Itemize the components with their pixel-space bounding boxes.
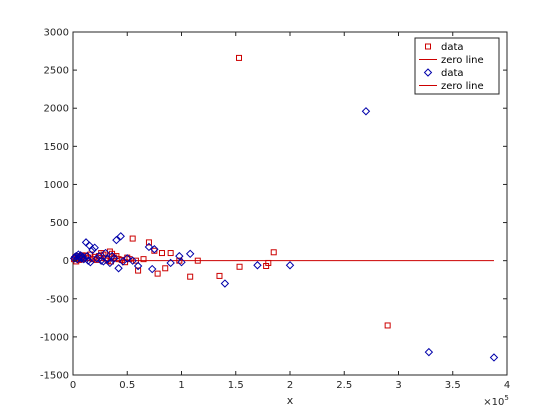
data-point	[145, 239, 152, 246]
data-point	[105, 258, 115, 268]
x-tick-label: 1.5	[228, 380, 244, 391]
data-point	[253, 261, 262, 270]
x-axis-label: x	[287, 394, 294, 407]
data-point	[75, 253, 84, 262]
data-point	[147, 264, 157, 274]
data-point	[158, 250, 165, 257]
data-point	[424, 347, 434, 357]
data-point	[216, 272, 223, 279]
data-point	[90, 243, 99, 252]
data-point	[140, 256, 147, 263]
data-point	[114, 264, 123, 273]
data-point	[78, 252, 87, 262]
y-tick-label: -500	[46, 294, 69, 305]
data-point	[236, 54, 243, 61]
data-point	[123, 254, 132, 263]
data-point	[285, 261, 295, 270]
data-point	[82, 251, 92, 261]
y-tick-label: 1500	[44, 142, 69, 153]
data-point	[88, 245, 97, 255]
x-tick-label: 2	[287, 380, 293, 391]
data-point	[154, 270, 161, 277]
data-point	[116, 232, 125, 241]
x-tick-label: 4	[504, 380, 510, 391]
data-point	[489, 353, 499, 362]
legend: data zero line data zero line	[414, 37, 500, 95]
data-point	[97, 256, 106, 265]
x-axis-exponent-base: ×10	[483, 397, 504, 408]
data-point	[92, 254, 102, 263]
data-point	[220, 279, 230, 288]
legend-label: data	[441, 42, 464, 53]
y-tick-label: 0	[63, 256, 69, 267]
data-point	[177, 257, 186, 267]
data-point	[175, 251, 184, 261]
legend-marker	[423, 68, 433, 77]
y-tick-label: 1000	[44, 180, 69, 191]
data-point	[128, 256, 137, 265]
data-point	[361, 107, 371, 116]
data-point	[112, 235, 121, 245]
data-point	[129, 235, 136, 242]
data-point	[110, 254, 119, 263]
data-point	[144, 242, 154, 252]
data-point	[167, 250, 174, 257]
data-point	[270, 249, 277, 256]
legend-label: zero line	[441, 55, 484, 66]
axis-ticks	[72, 31, 508, 376]
data-point	[150, 245, 159, 254]
data-point	[236, 263, 243, 270]
legend-label: zero line	[441, 81, 484, 92]
x-tick-label: 3	[395, 380, 401, 391]
legend-marker	[425, 43, 431, 50]
x-tick-label: 1	[178, 380, 184, 391]
data-point	[166, 258, 175, 268]
x-axis-exponent: ×105	[483, 394, 509, 408]
data-point	[265, 259, 272, 266]
data-point	[185, 249, 195, 259]
data-point	[135, 267, 142, 274]
y-tick-label: -1000	[40, 332, 69, 343]
x-tick-label: 2.5	[336, 380, 352, 391]
y-tick-label: 3000	[44, 28, 69, 39]
data-point	[162, 265, 169, 272]
x-tick-label: 0.5	[119, 380, 135, 391]
data-point	[194, 257, 201, 264]
data-point	[85, 241, 94, 250]
data-markers	[69, 54, 499, 362]
y-tick-label: -1500	[40, 371, 69, 382]
y-tick-label: 2500	[44, 66, 69, 77]
legend-box	[414, 37, 500, 95]
data-point	[384, 322, 391, 329]
x-tick-label: 0	[70, 380, 76, 391]
axis-tick-labels: 0 0.5 1 1.5 2 2.5 3 3.5 4 -1500 -1000 -500 0 500 1000 1…	[40, 28, 510, 392]
data-point	[132, 257, 139, 264]
y-tick-label: 2000	[44, 104, 69, 115]
data-point	[86, 257, 95, 267]
data-point	[187, 273, 194, 280]
x-axis-exponent-power: 5	[504, 394, 508, 402]
data-point	[101, 248, 110, 258]
x-tick-label: 3.5	[445, 380, 461, 391]
legend-label: data	[441, 68, 464, 79]
y-tick-label: 500	[50, 218, 69, 229]
data-point	[133, 261, 143, 271]
